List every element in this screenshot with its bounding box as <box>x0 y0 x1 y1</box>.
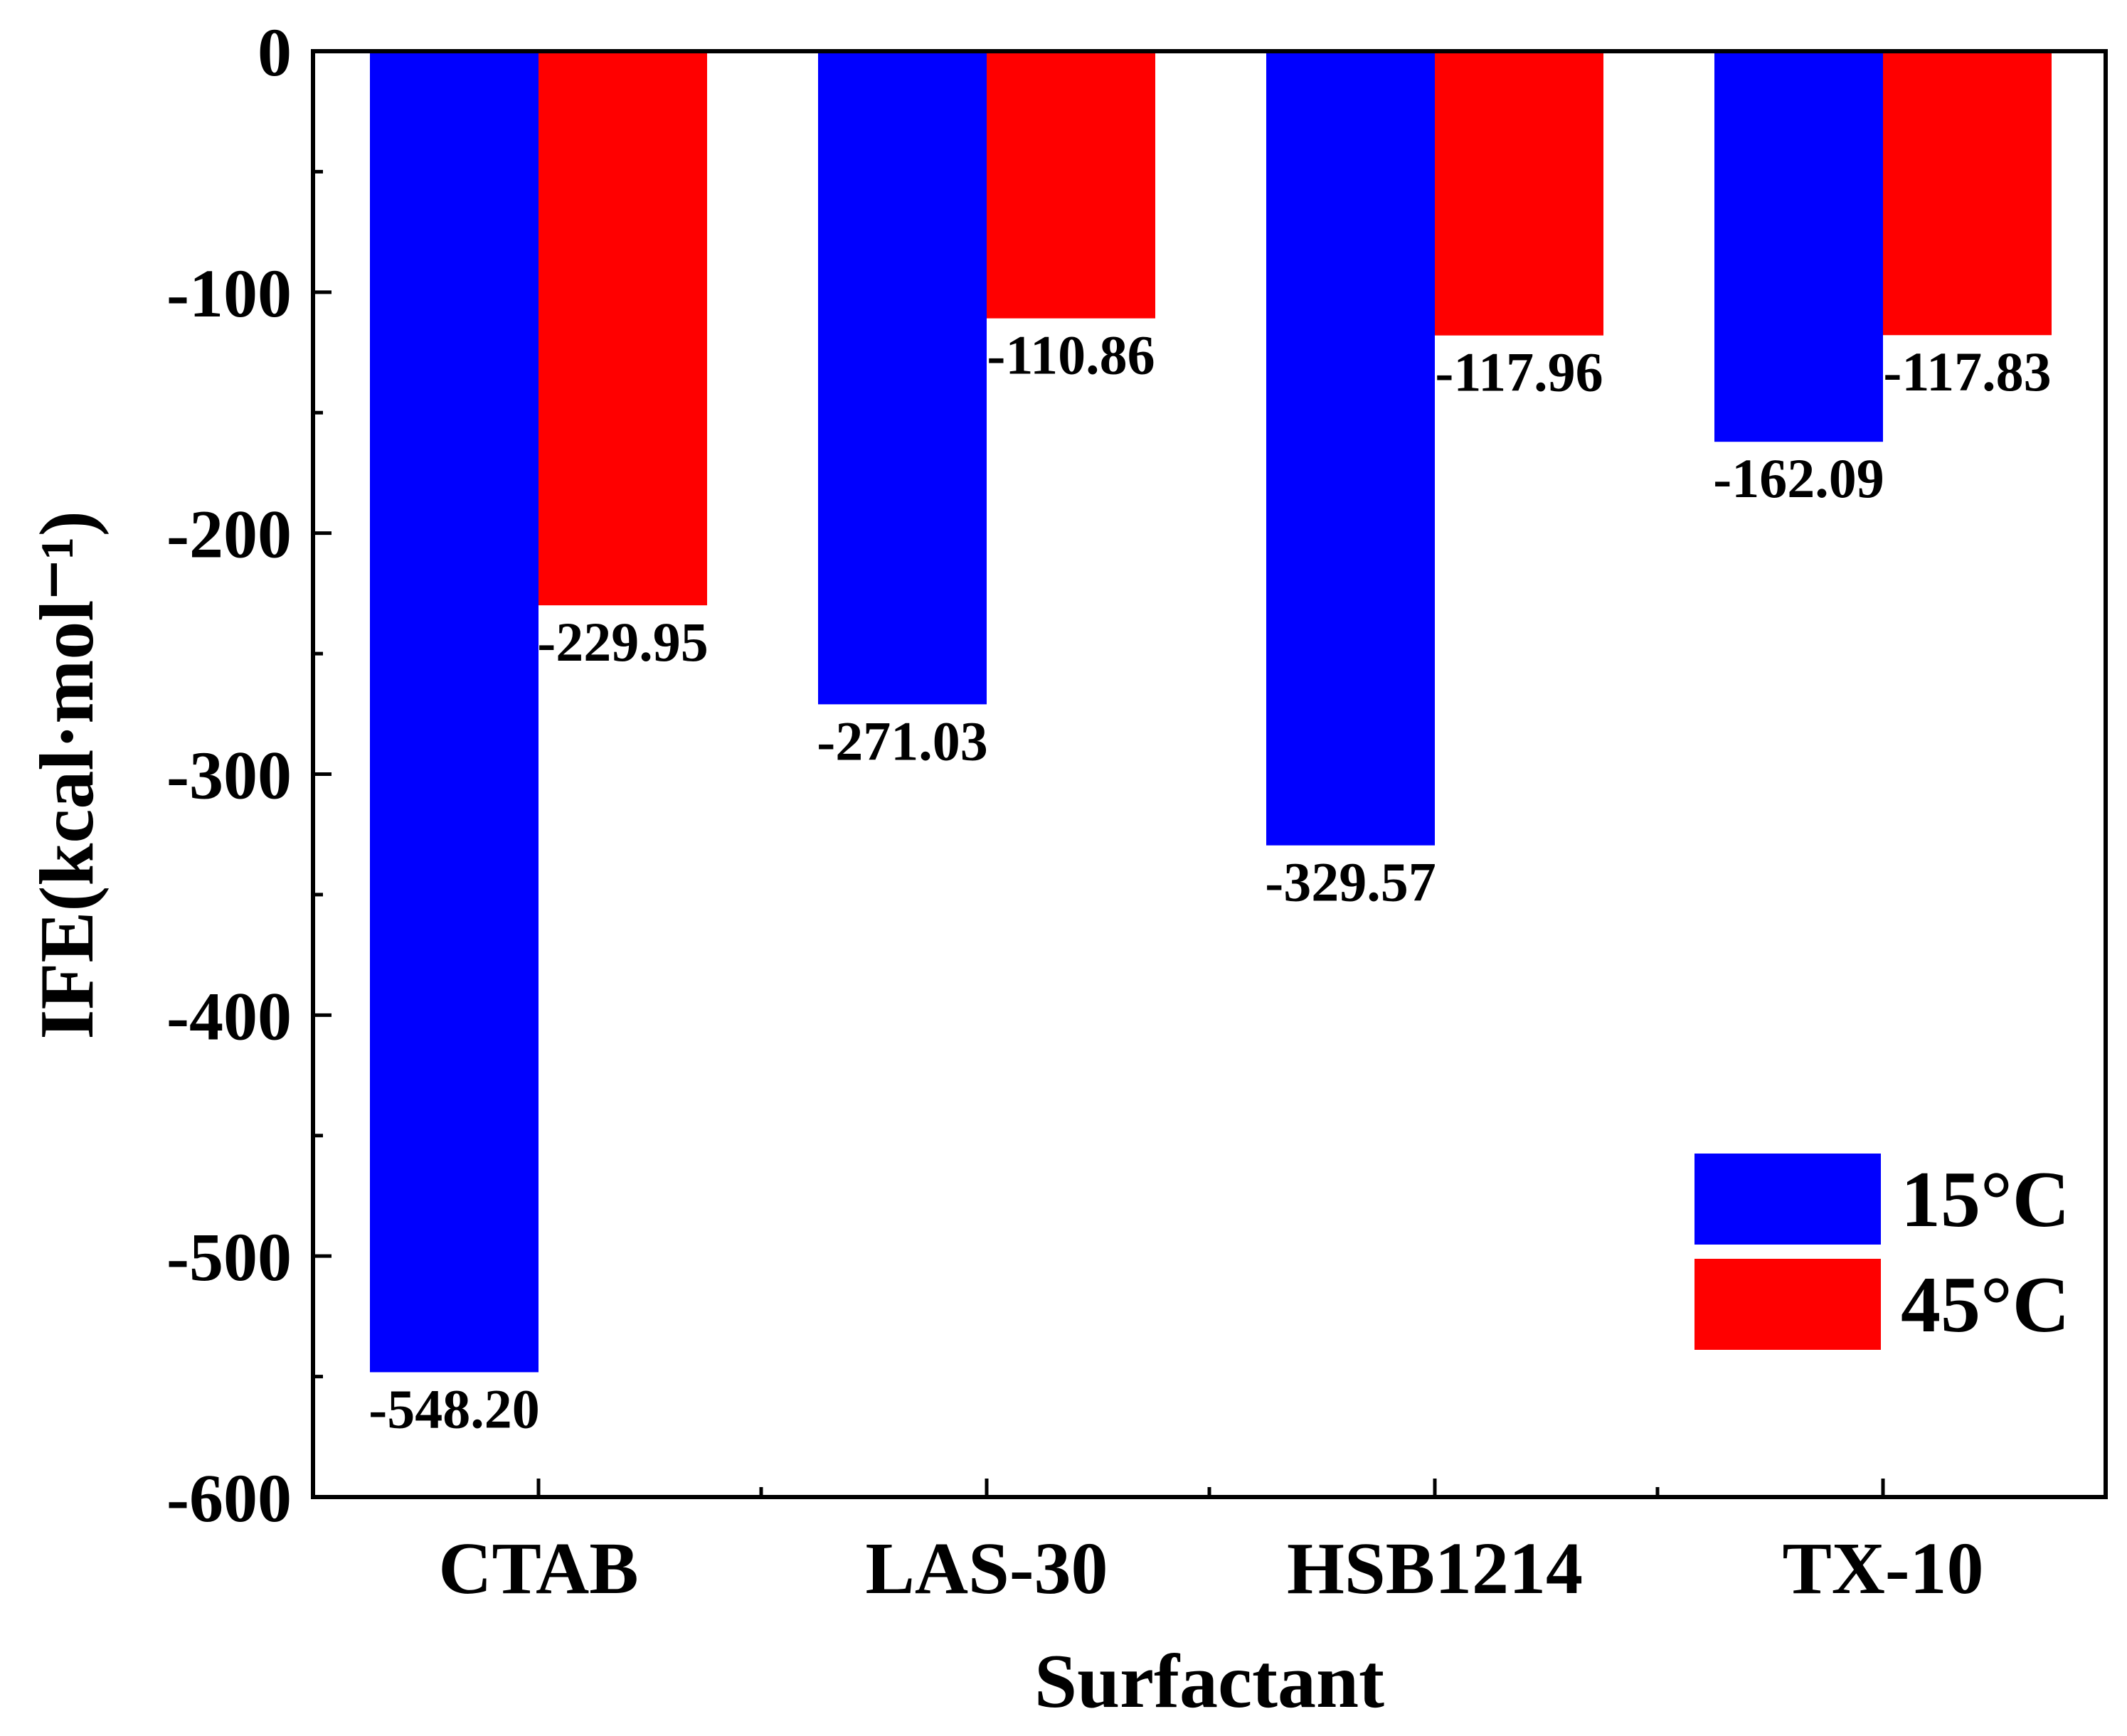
data-label: -329.57 <box>1265 851 1436 913</box>
x-axis-title: Surfactant <box>1034 1639 1384 1724</box>
bar-hsb1214-45c <box>1435 51 1603 336</box>
bar-hsb1214-15c <box>1266 51 1435 846</box>
bar-las-30-45c <box>987 51 1155 319</box>
bar-ctab-15c <box>370 51 539 1373</box>
bars-layer <box>370 51 2052 1373</box>
y-tick-label: -500 <box>166 1219 292 1295</box>
x-category-label: LAS-30 <box>866 1528 1108 1609</box>
data-label: -117.96 <box>1435 341 1603 403</box>
bar-las-30-15c <box>818 51 987 705</box>
data-label: -548.20 <box>368 1378 539 1439</box>
x-category-label: TX-10 <box>1782 1528 1983 1609</box>
y-tick-label: -600 <box>166 1460 292 1536</box>
x-category-label: CTAB <box>438 1528 638 1609</box>
y-tick-label: 0 <box>258 14 292 90</box>
data-label: -229.95 <box>537 611 708 673</box>
data-label: -110.86 <box>987 324 1155 386</box>
y-tick-label: -100 <box>166 255 292 331</box>
legend-swatch-15c <box>1694 1154 1881 1245</box>
legend: 15°C 45°C <box>1694 1154 2070 1350</box>
bar-ctab-45c <box>539 51 707 606</box>
x-category-label: HSB1214 <box>1287 1528 1583 1609</box>
bar-tx-10-45c <box>1883 51 2052 336</box>
bar-tx-10-15c <box>1714 51 1883 442</box>
y-tick-label: -400 <box>166 978 292 1054</box>
data-labels-layer: -548.20 -229.95 -271.03 -110.86 -329.57 -117.… <box>368 324 2051 1440</box>
x-axis: CTAB LAS-30 HSB1214 TX-10 <box>438 1479 1984 1609</box>
y-axis: 0 -100 -200 -300 -400 -500 -600 <box>166 14 331 1536</box>
legend-swatch-45c <box>1694 1259 1881 1350</box>
y-tick-label: -300 <box>166 737 292 814</box>
y-tick-label: -200 <box>166 496 292 573</box>
data-label: -271.03 <box>817 710 987 772</box>
data-label: -117.83 <box>1883 341 2051 403</box>
data-label: -162.09 <box>1713 447 1884 509</box>
legend-label-15c: 15°C <box>1901 1156 2070 1244</box>
legend-label-45c: 45°C <box>1901 1261 2070 1349</box>
y-axis-title: IFE(kcal·mol⁻¹) <box>25 511 110 1039</box>
